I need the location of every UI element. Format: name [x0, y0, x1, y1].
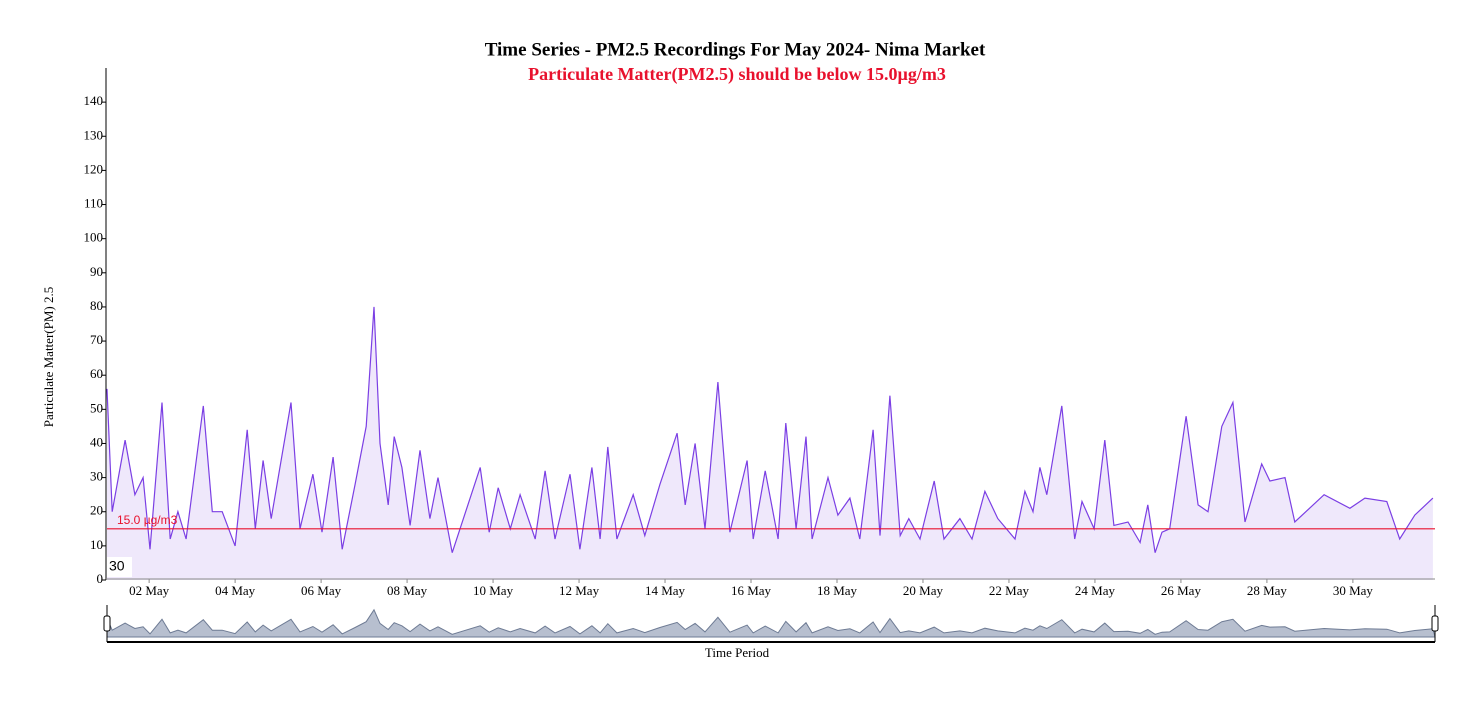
x-tick-label: 06 May [301, 583, 342, 598]
x-axis-label: Time Period [705, 645, 770, 660]
x-tick-label: 02 May [129, 583, 170, 598]
x-tick-label: 28 May [1247, 583, 1288, 598]
threshold-label: 15.0 µg/m3 [117, 513, 178, 527]
line [106, 306, 1434, 553]
y-tick-label: 140 [84, 93, 104, 108]
x-tick-label: 18 May [817, 583, 858, 598]
x-tick-label: 12 May [559, 583, 600, 598]
y-tick-label: 40 [90, 434, 103, 449]
navigator-handle [103, 615, 111, 632]
y-tick-label: 90 [90, 264, 103, 279]
y-tick-label: 130 [84, 127, 104, 142]
x-tick-label: 24 May [1075, 583, 1116, 598]
chart-title: Time Series - PM2.5 Recordings For May 2… [485, 39, 986, 60]
y-tick-label: 120 [84, 161, 104, 176]
y-tick-label: 30 [90, 469, 103, 484]
x-tick-label: 30 May [1333, 583, 1374, 598]
brush-label-box [107, 557, 132, 577]
y-tick-label: 110 [84, 196, 103, 211]
area [107, 306, 1433, 580]
x-tick-label: 04 May [215, 583, 256, 598]
y-tick-label: 0 [97, 571, 104, 586]
chart-subtitle: Particulate Matter(PM2.5) should be belo… [528, 64, 946, 85]
brush-label: 30 [109, 558, 125, 574]
y-tick-label: 70 [90, 332, 103, 347]
x-tick-label: 14 May [645, 583, 686, 598]
y-tick-label: 60 [90, 366, 103, 381]
y-tick-label: 10 [90, 537, 103, 552]
x-tick-label: 22 May [989, 583, 1030, 598]
navigator-area [106, 608, 1436, 638]
navigator-handle [1431, 615, 1439, 632]
x-tick-label: 08 May [387, 583, 428, 598]
y-axis-label: Particulate Matter(PM) 2.5 [41, 287, 56, 427]
y-tick-label: 80 [90, 298, 103, 313]
y-tick-label: 100 [84, 230, 104, 245]
x-tick-label: 20 May [903, 583, 944, 598]
x-tick-label: 26 May [1161, 583, 1202, 598]
y-tick-label: 50 [90, 400, 103, 415]
x-tick-label: 16 May [731, 583, 772, 598]
x-tick-label: 10 May [473, 583, 514, 598]
y-tick-label: 20 [90, 503, 103, 518]
